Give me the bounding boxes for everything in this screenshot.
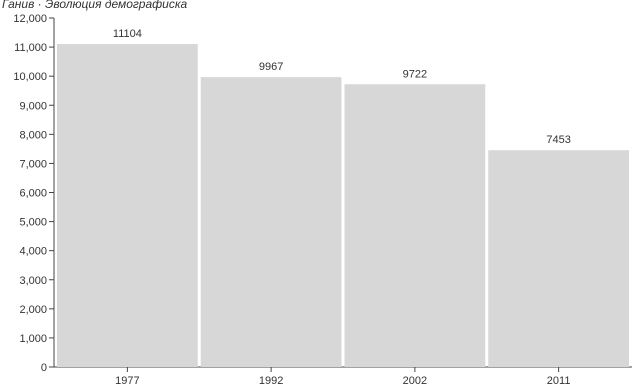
y-tick-label: 10,000 [13, 71, 47, 83]
y-axis: 0 1,000 2,000 3,000 4,000 5,000 6,000 7,000 8,00… [13, 13, 55, 374]
y-tick-label: 5,000 [19, 217, 47, 229]
x-tick-label: 1992 [259, 375, 283, 387]
y-tick-label: 12,000 [13, 13, 47, 25]
x-axis: 1977 1992 2002 2011 [54, 366, 632, 387]
data-label: 11104 [113, 28, 142, 40]
bar-2011 [488, 150, 629, 367]
value-labels: 11104 9967 9722 7453 [113, 28, 571, 146]
data-label: 9722 [403, 68, 427, 80]
y-tick-label: 0 [41, 362, 47, 374]
y-tick-label: 11,000 [14, 42, 47, 54]
y-tick-label: 3,000 [19, 275, 47, 287]
chart-title: Ганив · Эволюция демографиска [2, 0, 188, 11]
y-tick-label: 1,000 [19, 333, 47, 345]
bars [57, 44, 629, 368]
x-tick-label: 2002 [403, 375, 427, 387]
x-tick-label: 1977 [115, 375, 139, 387]
y-tick-label: 9,000 [19, 100, 47, 112]
bar-1992 [200, 77, 342, 368]
y-tick-label: 2,000 [19, 304, 47, 316]
data-label: 9967 [259, 61, 283, 73]
bar-1977 [57, 44, 198, 368]
y-tick-label: 6,000 [19, 188, 47, 200]
bar-2002 [344, 84, 486, 367]
y-tick-label: 4,000 [19, 246, 47, 258]
x-tick-label: 2011 [547, 375, 571, 387]
y-tick-label: 7,000 [19, 158, 47, 170]
y-tick-label: 8,000 [19, 129, 47, 141]
data-label: 7453 [546, 134, 570, 146]
